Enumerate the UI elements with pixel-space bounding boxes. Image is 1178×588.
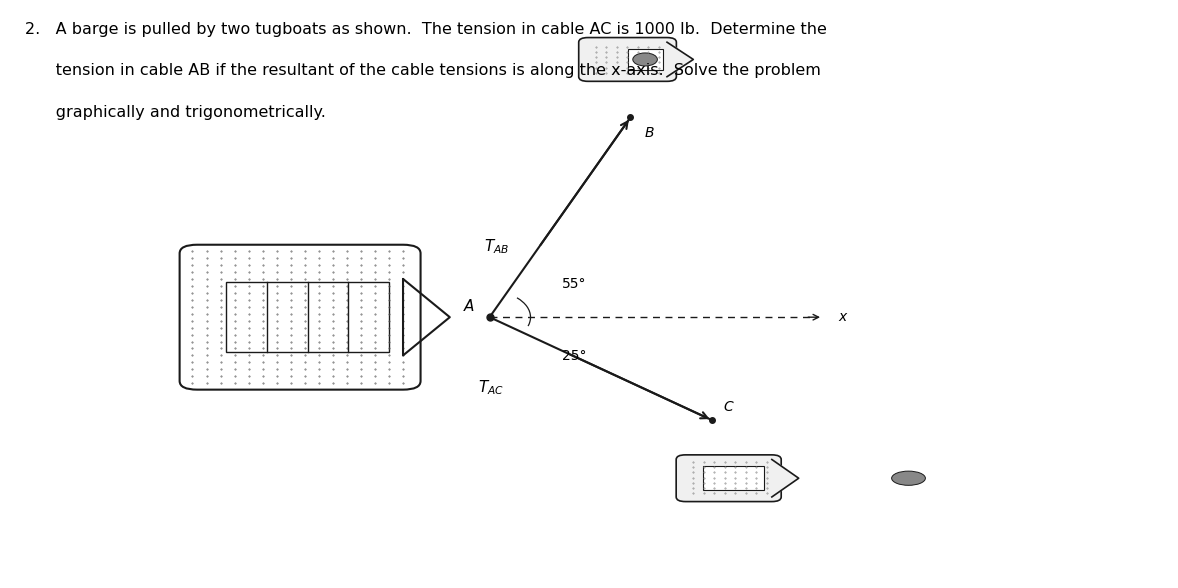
Bar xyxy=(703,466,765,490)
Ellipse shape xyxy=(633,53,657,66)
Bar xyxy=(226,282,389,352)
Text: B: B xyxy=(644,126,654,140)
Text: 55°: 55° xyxy=(562,277,587,291)
FancyBboxPatch shape xyxy=(578,38,676,81)
Text: x: x xyxy=(838,310,846,324)
Text: C: C xyxy=(724,400,734,415)
Text: A: A xyxy=(464,299,475,315)
Text: $T_{AC}$: $T_{AC}$ xyxy=(478,378,504,397)
Text: $T_{AB}$: $T_{AB}$ xyxy=(484,238,509,256)
Text: 2.   A barge is pulled by two tugboats as shown.  The tension in cable AC is 100: 2. A barge is pulled by two tugboats as … xyxy=(25,22,827,36)
Text: 25°: 25° xyxy=(562,349,587,363)
FancyBboxPatch shape xyxy=(676,455,781,502)
Polygon shape xyxy=(667,42,694,76)
Polygon shape xyxy=(772,459,799,497)
Ellipse shape xyxy=(892,471,926,485)
Text: tension in cable AB if the resultant of the cable tensions is along the x-axis. : tension in cable AB if the resultant of … xyxy=(25,64,821,78)
Bar xyxy=(628,49,663,71)
Text: graphically and trigonometrically.: graphically and trigonometrically. xyxy=(25,105,326,120)
